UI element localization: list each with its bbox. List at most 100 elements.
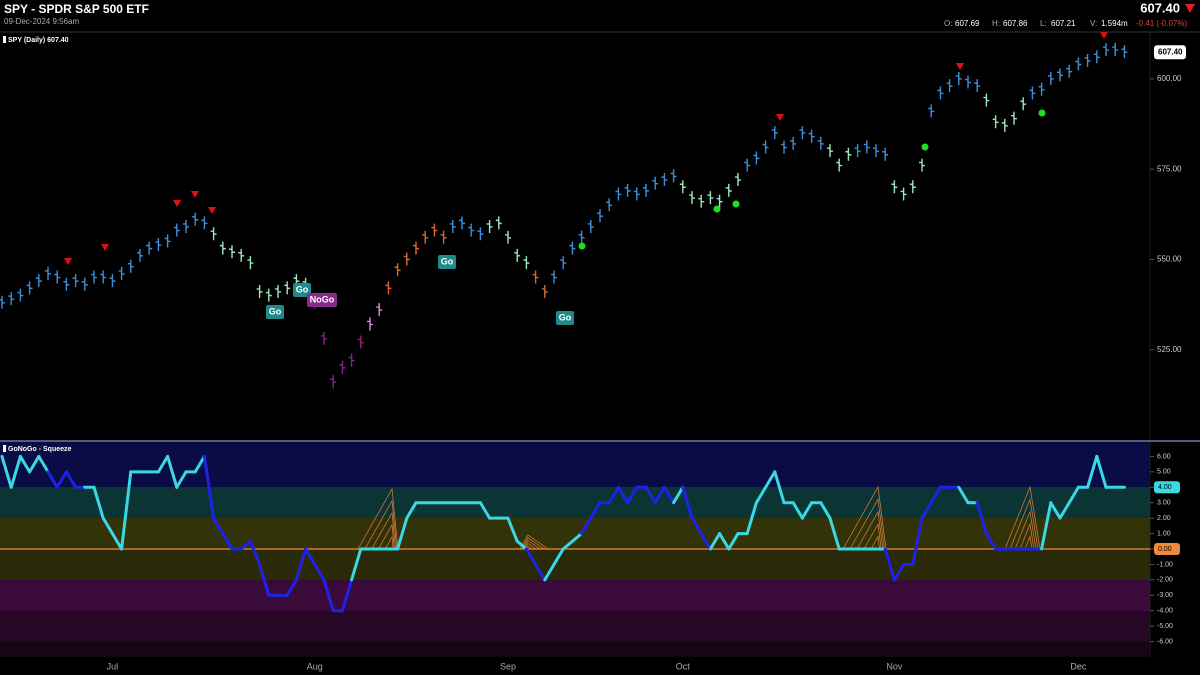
- value-tag-label: 4.00: [1158, 484, 1172, 491]
- osc-line: [718, 532, 731, 551]
- osc-line: [727, 532, 740, 551]
- osc-line: [1095, 454, 1108, 489]
- y-tick-label: -5.00: [1157, 623, 1173, 630]
- signal-triangle: [173, 200, 181, 207]
- down-arrow: [1185, 4, 1195, 13]
- osc-line: [653, 485, 666, 505]
- price-bar: [229, 245, 235, 259]
- squeeze: [1009, 498, 1039, 550]
- timestamp: 09-Dec-2024 9:56am: [4, 17, 79, 26]
- osc-line: [396, 516, 409, 551]
- signal-dot: [921, 143, 929, 151]
- price-bar: [725, 183, 732, 197]
- price-bar: [679, 180, 686, 194]
- ohlc-label: O:: [944, 19, 952, 28]
- price-bar: [551, 270, 557, 284]
- price-bar: [937, 86, 944, 100]
- last-tag-label: 607.40: [1158, 47, 1183, 56]
- osc-line: [626, 485, 639, 505]
- price-bar: [762, 140, 769, 154]
- osc-line: [754, 485, 768, 505]
- osc-line: [552, 547, 565, 566]
- y-tick-label: 550.00: [1157, 255, 1182, 264]
- signal-triangle: [776, 114, 784, 121]
- osc-line: [506, 516, 519, 543]
- y-tick-label: 1.00: [1157, 530, 1171, 537]
- osc-line: [64, 470, 78, 489]
- price-bar: [873, 144, 879, 158]
- value-tag: [1154, 481, 1180, 494]
- price-bar: [35, 274, 42, 288]
- price-bar: [919, 158, 925, 172]
- price-bar: [854, 144, 861, 158]
- osc-line: [672, 485, 685, 505]
- squeeze: [364, 499, 398, 550]
- price-bar: [339, 360, 346, 374]
- signal-triangle: [1100, 32, 1108, 39]
- price-bar: [8, 292, 15, 306]
- price-bar: [689, 191, 695, 205]
- price-bar: [1093, 50, 1100, 64]
- osc-line: [37, 454, 50, 474]
- legend-swatch: [3, 36, 6, 43]
- ohlc-label: H:: [992, 19, 1000, 28]
- osc-line: [0, 454, 13, 489]
- price-bar: [781, 140, 787, 154]
- x-tick-label: Sep: [500, 661, 516, 671]
- osc-line: [773, 470, 786, 505]
- value-tag-label: 0.00: [1158, 546, 1172, 553]
- ohlc-value: 1.594m: [1101, 19, 1128, 28]
- band: [0, 441, 1150, 487]
- osc-line: [524, 547, 538, 566]
- ohlc-value: 607.69: [955, 19, 980, 28]
- price-bar: [394, 263, 401, 277]
- price-bar: [192, 212, 199, 226]
- osc-line: [28, 454, 41, 474]
- osc-line: [957, 485, 970, 505]
- osc-line: [92, 485, 105, 520]
- osc-line: [175, 470, 188, 489]
- osc-line: [662, 485, 676, 505]
- annotation: Go: [441, 256, 454, 266]
- y-tick-label: 575.00: [1157, 164, 1182, 173]
- osc-line: [55, 470, 68, 489]
- price-bar: [146, 241, 153, 255]
- price-bar: [735, 173, 741, 187]
- y-tick-label: 6.00: [1157, 453, 1171, 460]
- price-bar: [459, 216, 465, 230]
- price-bar: [183, 219, 189, 233]
- price-bar: [137, 248, 143, 262]
- osc-line: [819, 501, 832, 520]
- osc-line: [883, 547, 896, 582]
- price-bar: [643, 183, 649, 197]
- price-bar: [1066, 64, 1073, 78]
- price-bar: [118, 266, 125, 280]
- y-tick-label: -4.00: [1157, 608, 1173, 615]
- squeeze: [357, 487, 399, 550]
- osc-line: [405, 501, 418, 520]
- squeeze: [863, 523, 882, 550]
- price-bar: [652, 176, 659, 190]
- osc-line: [1058, 501, 1071, 520]
- osc-line: [304, 547, 317, 566]
- price-bar: [569, 241, 576, 255]
- osc-line: [322, 578, 335, 613]
- price-bar: [477, 227, 484, 241]
- price-bar: [928, 104, 935, 118]
- price-bar: [633, 187, 640, 201]
- x-tick-label: Jul: [107, 661, 119, 671]
- osc-line: [984, 532, 998, 551]
- osc-line: [699, 532, 712, 551]
- osc-line: [515, 539, 528, 551]
- price-bar: [376, 303, 383, 317]
- price-bar: [367, 317, 373, 331]
- signal-triangle: [956, 63, 964, 70]
- osc-line: [580, 516, 593, 536]
- value-tag: [1154, 543, 1180, 555]
- osc-line: [892, 562, 906, 582]
- price-bar: [201, 216, 208, 230]
- ohlc-label: L:: [1040, 19, 1047, 28]
- osc-line: [607, 485, 620, 505]
- squeeze: [1004, 485, 1041, 550]
- annotation-box: [266, 305, 284, 319]
